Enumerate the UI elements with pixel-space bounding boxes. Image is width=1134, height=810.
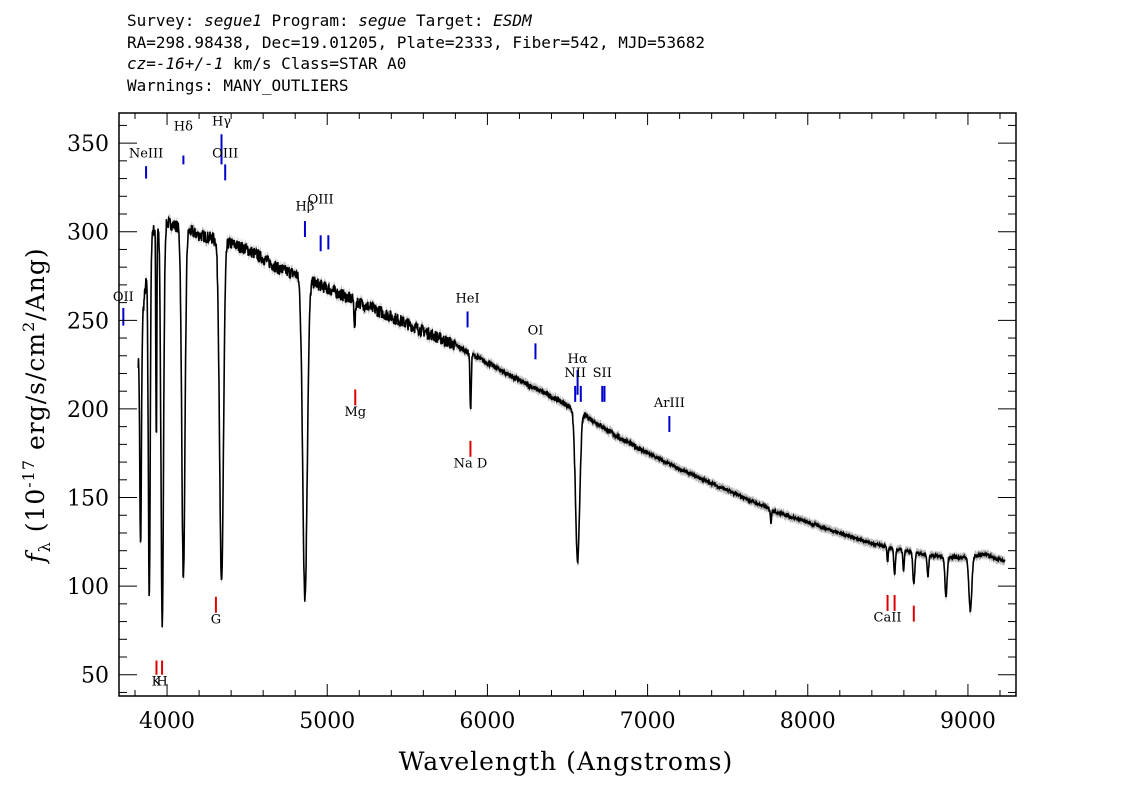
x-tick-label: 6000 [459,709,515,734]
emission-line-label: NeIII [129,146,163,161]
y-tick-label: 350 [67,132,109,157]
error-band [138,213,1005,632]
emission-line-label: Hβ [296,199,315,214]
y-axis-exponent-2: 2 [19,321,38,332]
absorption-line-label: CaII [874,611,902,626]
x-tick-label: 4000 [139,709,195,734]
emission-line-label: OII [113,290,134,305]
x-tick-label: 7000 [620,709,676,734]
y-tick-label: 100 [67,575,109,600]
y-axis-text-2: erg/s/cm [21,332,50,459]
absorption-line-label: K [152,674,162,689]
emission-line-label: ArIII [653,396,685,411]
header-line-2: RA=298.98438, Dec=19.01205, Plate=2333, … [127,32,705,52]
header-line-3: cz=-16+/-1 km/s Class=STAR A0 [127,53,705,75]
y-axis-text-3: /Ang) [21,247,50,320]
y-tick-label: 200 [67,398,109,423]
cz-value: -16+/-1 [155,54,224,73]
y-axis-symbol: f [21,550,50,565]
target-value: ESDM [493,11,532,30]
emission-line-label: SII [593,366,612,381]
absorption-line-label: G [211,612,221,627]
emission-line-label: OIII [212,146,238,161]
cz-label: cz= [127,54,156,73]
emission-line-label: OI [528,324,544,339]
target-label: Target: [416,11,484,30]
x-tick-label: 5000 [299,709,355,734]
header-line-4: Warnings: MANY_OUTLIERS [127,75,349,95]
absorption-line-label: Na D [454,456,488,471]
y-axis-title: fλ (10-17 erg/s/cm2/Ang) [19,247,54,564]
plot-frame [118,112,1017,697]
survey-label: Survey: [127,11,195,30]
y-tick-label: 300 [67,221,109,246]
emission-line-label: Hγ [212,114,231,129]
emission-line-label: OIII [308,192,334,207]
x-axis-title: Wavelength (Angstroms) [399,747,733,776]
spectrum-header: Survey: segue1 Program: segue Target: ES… [127,10,705,96]
emission-line-label: NII [564,366,586,381]
emission-line-label: Hδ [174,120,193,135]
spectrum-line [137,215,1006,628]
header-line-1: Survey: segue1 Program: segue Target: ES… [127,10,705,32]
x-tick-label: 8000 [780,709,836,734]
y-axis-text-1: (10 [21,488,50,542]
y-axis-subscript: λ [35,541,54,552]
y-tick-label: 150 [67,487,109,512]
absorption-line-label: Mg [344,405,366,420]
program-value: segue [358,11,407,30]
y-tick-label: 250 [67,309,109,334]
survey-value: segue1 [204,11,262,30]
emission-line-label: HeI [455,292,479,307]
program-label: Program: [271,11,349,30]
absorption-line-label: H [156,674,167,689]
x-tick-label: 9000 [940,709,996,734]
y-tick-label: 50 [81,664,109,689]
plot-axes: 4000 5000 6000 7000 8000 9000 50 100 150 200 250 30… [67,112,1017,734]
emission-line-label: Hα [568,352,588,367]
y-axis-exponent: -17 [19,459,38,488]
spectrum-layer [137,213,1006,632]
class-info: km/s Class=STAR A0 [232,54,407,73]
